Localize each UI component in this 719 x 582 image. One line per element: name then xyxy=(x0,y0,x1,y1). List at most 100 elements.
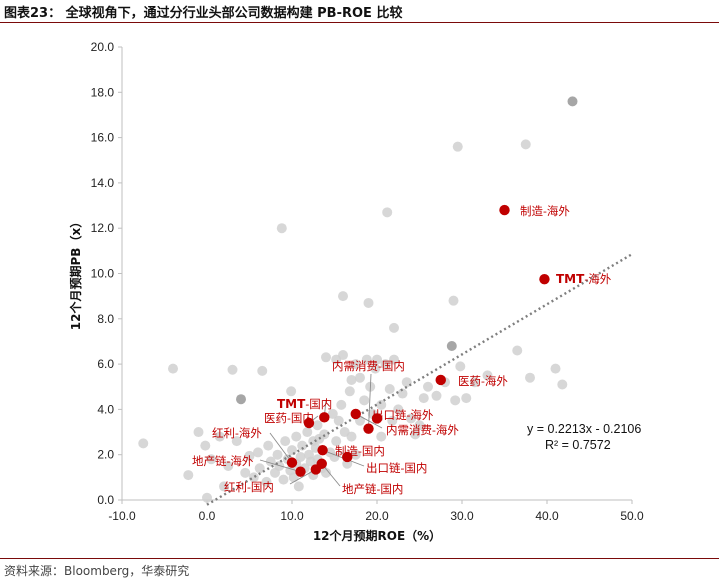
data-point xyxy=(263,440,274,451)
source-note: 资料来源：Bloomberg，华泰研究 xyxy=(4,564,190,578)
highlighted-points xyxy=(286,204,550,477)
data-point xyxy=(219,481,229,492)
highlight-point xyxy=(539,273,550,285)
data-point xyxy=(455,361,466,372)
data-point xyxy=(321,352,331,363)
label-property-overseas: 地产链-海外 xyxy=(192,454,254,468)
annotation-labels: 制造-海外 TMT-海外 医药-海外 内需消费-国内 出口链-海外 内需消费-海… xyxy=(192,204,612,496)
x-tick-label: 20.0 xyxy=(365,509,389,523)
label-consumer-domestic: 内需消费-国内 xyxy=(332,359,405,373)
label-export-overseas: 出口链-海外 xyxy=(372,408,434,422)
highlight-point xyxy=(363,423,374,434)
highlight-point xyxy=(286,457,298,468)
trendline xyxy=(206,253,633,506)
data-point xyxy=(193,427,204,438)
data-point xyxy=(287,445,297,456)
label-pharma-domestic: 医药-国内 xyxy=(264,411,314,425)
data-point xyxy=(376,399,387,410)
data-point xyxy=(336,399,347,410)
y-tick-label: 14.0 xyxy=(91,176,115,190)
figure-title: 图表23： 全球视角下，通过分行业头部公司数据构建 PB-ROE 比较 xyxy=(4,6,403,21)
data-point xyxy=(431,390,442,401)
data-point xyxy=(276,223,287,234)
data-point xyxy=(202,492,212,503)
data-point xyxy=(312,420,323,431)
y-tick-label: 2.0 xyxy=(97,448,114,462)
label-tmt-domestic: TMT-国内 xyxy=(277,397,332,411)
data-point xyxy=(346,431,357,442)
data-point xyxy=(272,449,283,460)
y-tick-label: 18.0 xyxy=(91,85,115,99)
data-point xyxy=(389,322,399,333)
data-point xyxy=(240,467,251,478)
data-point xyxy=(138,438,149,449)
data-point xyxy=(567,96,578,107)
data-point xyxy=(418,393,429,404)
data-point xyxy=(376,431,387,442)
label-tmt-domestic-suffix: -国内 xyxy=(305,397,332,411)
data-point xyxy=(448,295,459,306)
highlight-point xyxy=(342,451,353,463)
data-point xyxy=(302,427,313,438)
y-tick-label: 8.0 xyxy=(97,312,114,326)
data-point xyxy=(423,381,433,392)
data-point xyxy=(387,415,398,426)
data-point xyxy=(331,436,342,447)
data-point xyxy=(344,386,355,397)
y-tick-label: 12.0 xyxy=(91,221,115,235)
leader-line xyxy=(259,459,301,473)
highlight-point xyxy=(303,417,315,429)
x-tick-label: 10.0 xyxy=(280,509,304,523)
data-point xyxy=(406,413,416,424)
data-point xyxy=(382,207,393,218)
label-consumer-overseas: 内需消费-海外 xyxy=(386,423,459,437)
trend-equation: y = 0.2213x - 0.2106 xyxy=(527,422,641,436)
data-point xyxy=(327,408,338,419)
y-tick-label: 16.0 xyxy=(91,131,115,145)
data-point xyxy=(227,364,238,375)
label-dividend-overseas: 红利-海外 xyxy=(212,426,262,440)
data-point xyxy=(512,345,523,356)
data-point xyxy=(321,467,331,478)
label-tmt-domestic-prefix: TMT xyxy=(277,397,306,411)
data-point xyxy=(393,404,404,415)
data-point xyxy=(333,415,344,426)
data-point xyxy=(350,449,361,460)
data-point xyxy=(410,429,421,440)
data-point xyxy=(286,386,297,397)
x-tick-label: -10.0 xyxy=(108,509,136,523)
data-point xyxy=(370,363,381,374)
highlight-point xyxy=(435,374,446,386)
data-point xyxy=(295,451,306,462)
highlight-point xyxy=(371,413,383,424)
data-point xyxy=(244,450,255,461)
label-manuf-overseas: 制造-海外 xyxy=(520,204,570,218)
data-point xyxy=(361,354,372,365)
data-point xyxy=(183,470,194,481)
data-point xyxy=(363,297,374,308)
data-point xyxy=(291,431,302,442)
data-point xyxy=(359,395,370,406)
data-point xyxy=(397,388,408,399)
leader-line xyxy=(368,373,372,429)
y-tick-label: 0.0 xyxy=(97,493,114,507)
label-pharma-overseas: 医药-海外 xyxy=(458,374,508,388)
data-point xyxy=(214,431,225,442)
source-rule xyxy=(0,558,719,559)
y-tick-label: 6.0 xyxy=(97,357,114,371)
data-point xyxy=(355,372,365,383)
x-tick-label: 50.0 xyxy=(620,509,644,523)
y-tick-label: 10.0 xyxy=(91,267,115,281)
label-tmt-overseas: TMT-海外 xyxy=(556,272,612,286)
data-point xyxy=(200,440,211,451)
data-point xyxy=(414,420,425,431)
data-point xyxy=(380,359,391,370)
x-tick-label: 0.0 xyxy=(199,509,216,523)
title-rule xyxy=(0,22,719,23)
data-point xyxy=(346,374,357,385)
data-point xyxy=(168,363,178,374)
data-point xyxy=(452,141,463,152)
data-point xyxy=(293,481,304,492)
data-point xyxy=(254,463,265,474)
data-point xyxy=(557,379,568,390)
